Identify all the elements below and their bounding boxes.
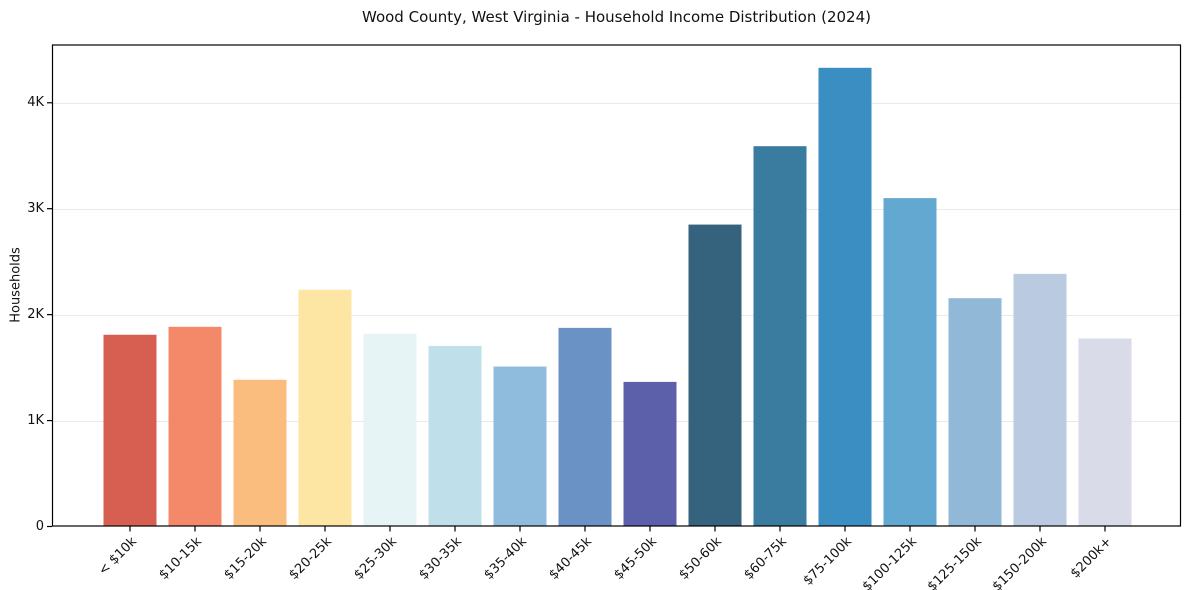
y-tick-label: 3K — [27, 201, 44, 217]
bar — [1078, 338, 1132, 527]
y-tick-label: 0 — [35, 519, 44, 534]
bar — [103, 334, 157, 527]
bar — [363, 333, 417, 527]
bar — [623, 381, 677, 527]
y-tick-label: 1K — [27, 413, 44, 429]
plot-border — [51, 44, 1182, 527]
chart-title: Wood County, West Virginia - Household I… — [362, 8, 871, 26]
bar — [493, 366, 547, 527]
bar — [883, 198, 937, 527]
bar — [168, 326, 222, 527]
bar — [1013, 273, 1067, 527]
bar — [753, 146, 807, 527]
bar — [428, 345, 482, 527]
bar — [233, 379, 287, 527]
y-tick-label: 4K — [27, 95, 44, 111]
bar — [818, 67, 872, 527]
y-tick-label: 2K — [27, 307, 44, 323]
bar — [298, 289, 352, 527]
bar — [688, 224, 742, 527]
bar — [558, 327, 612, 527]
bar — [948, 298, 1002, 527]
